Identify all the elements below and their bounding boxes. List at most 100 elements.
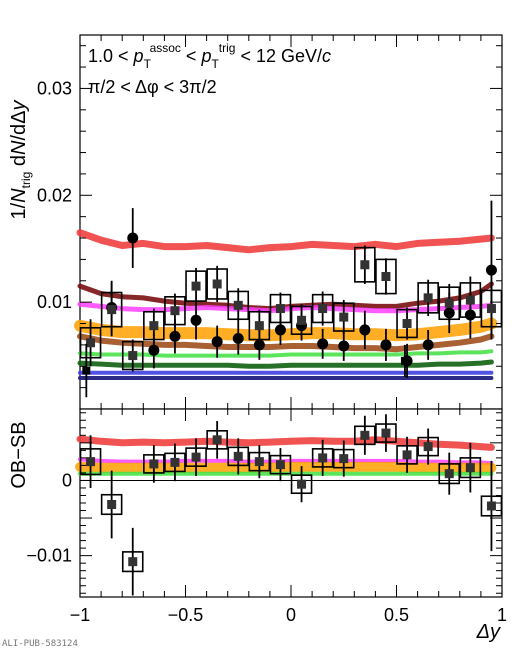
systematic-box [164,295,186,326]
systematic-box [79,326,102,359]
square-marker [297,479,307,489]
systematic-box [290,474,313,495]
systematic-box [185,447,207,467]
bottom-series-0-point-4 [164,443,186,482]
y-tick-label: 0.02 [37,185,72,205]
circle-marker [380,339,392,351]
systematic-box [164,452,186,473]
top-series-0-point-5 [211,325,223,358]
square-marker [233,300,243,310]
square-marker [400,356,409,365]
systematic-box [121,551,144,573]
systematic-box [396,445,418,465]
top-series-1-point-12 [332,300,355,335]
top-series-0-point-1 [127,208,139,268]
systematic-box [332,448,355,469]
x-tick-label: 0 [286,605,296,625]
top-series-1-point-11 [311,291,334,326]
systematic-box [121,340,144,371]
square-marker [297,315,307,325]
square-marker [486,501,496,511]
systematic-box [311,293,334,324]
bottom-series-0-point-2 [121,527,144,596]
x-tick-label: 0.5 [384,605,409,625]
top-series-1-point-5 [185,267,207,305]
systematic-box [375,258,397,295]
systematic-box [143,310,165,341]
circle-marker [211,336,223,348]
bottom-data-points [79,414,503,596]
top-band-0 [76,229,495,254]
bottom-series-0-point-3 [143,445,165,483]
systematic-box [311,448,334,468]
annotation-dphi-range: π/2 < Δφ < 3π/2 [88,77,217,97]
top-series-1-point-19 [480,279,503,338]
top-series-0-point-6 [232,322,244,355]
circle-marker [169,330,181,342]
systematic-box [143,454,165,474]
square-marker [82,366,91,375]
top-series-1-point-14 [375,258,397,295]
circle-marker [485,264,497,276]
systematic-box [206,430,228,450]
systematic-box [480,495,503,517]
bottom-series-0-point-9 [269,448,292,482]
square-marker [254,457,264,467]
systematic-box [459,457,482,479]
top-series-1-point-15 [396,307,418,340]
top-series-1-point-9 [269,292,292,325]
square-marker [212,279,222,289]
top-series-1-point-4 [164,293,186,328]
systematic-box [438,286,461,321]
bottom-series-0-point-11 [311,439,334,476]
square-marker [465,463,475,473]
square-marker [381,271,391,281]
top-series-1-point-10 [290,304,313,337]
top-series-2-point-0 [82,343,91,398]
circle-marker [422,339,434,351]
bottom-series-0-point-13 [354,415,376,455]
square-marker [339,312,349,322]
square-marker [402,319,412,329]
top-series-1-point-7 [227,288,250,323]
square-marker [212,435,222,445]
bottom-panel: −1 −0.5 0 0.5 1 −0.01 0 OB−SB Δy [8,408,507,643]
square-marker [444,298,454,308]
top-series-0-point-10 [317,328,329,359]
bottom-series-0-point-5 [185,438,207,476]
bottom-series-0-point-14 [375,414,397,452]
bottom-series-0-point-15 [396,436,418,473]
systematic-box [375,423,397,443]
bottom-axis-ticks: −1 −0.5 0 0.5 1 −0.01 0 [26,409,507,625]
systematic-box [438,463,461,485]
square-marker [149,459,159,469]
systematic-box [185,270,207,302]
circle-marker [190,314,202,326]
bottom-series-0-point-16 [417,428,439,465]
systematic-box [248,310,271,341]
circle-marker [127,232,139,244]
circle-marker [338,340,350,352]
square-marker [128,351,138,361]
top-series-0-point-12 [359,310,371,350]
top-series-1-point-8 [248,309,271,342]
systematic-box [227,446,250,467]
systematic-box [332,302,355,332]
square-marker [275,460,285,470]
systematic-box [354,425,376,446]
x-tick-label: −1 [70,605,91,625]
square-marker [423,293,433,303]
y-tick-label: −0.01 [26,546,72,566]
top-band-6 [77,359,494,369]
top-series-1-point-18 [459,276,482,324]
circle-marker [274,324,286,336]
systematic-box [417,436,439,457]
square-marker [107,500,117,510]
square-marker [402,450,412,460]
square-marker [86,338,96,348]
top-series-1-point-3 [143,308,165,343]
square-marker [444,469,454,479]
bottom-series-0-point-19 [480,460,503,552]
top-series-1-point-16 [417,279,439,317]
